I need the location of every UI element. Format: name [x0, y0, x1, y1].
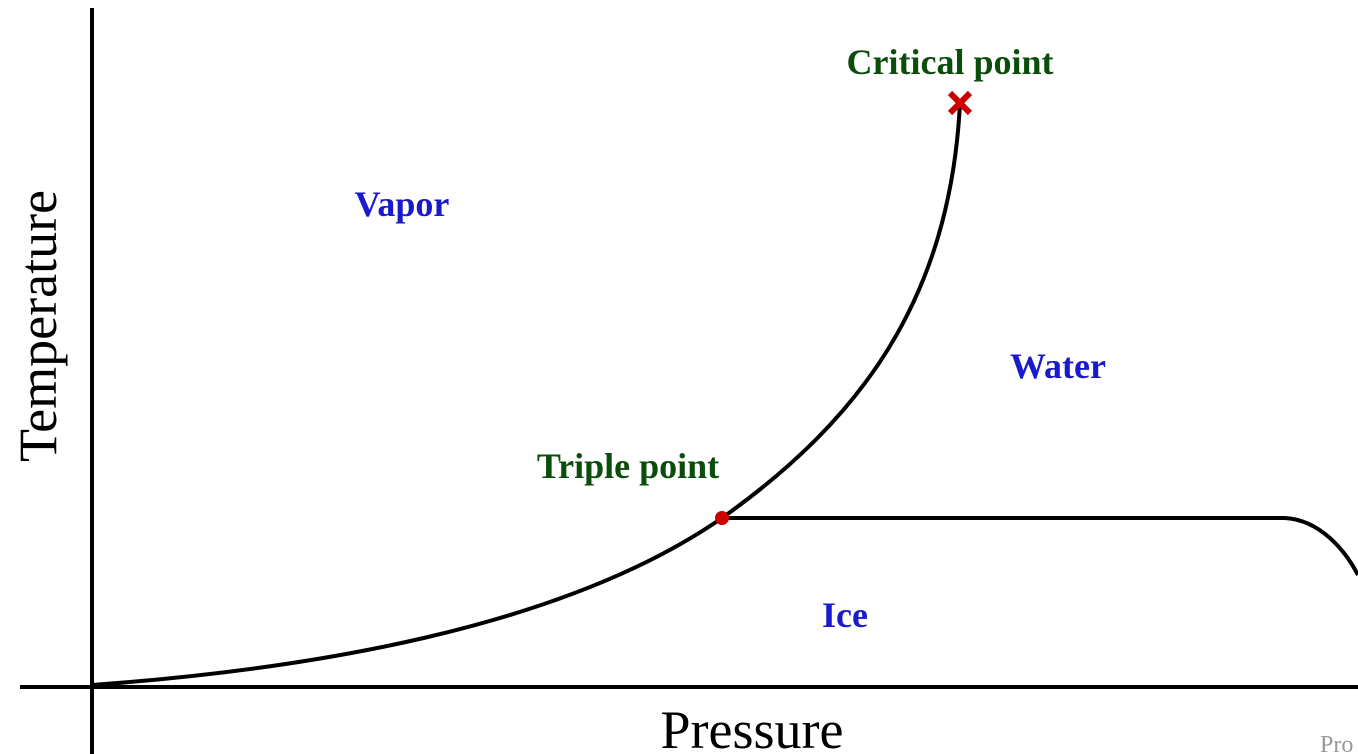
- vapor-label: Vapor: [355, 184, 450, 224]
- critical-point-marker: [947, 90, 973, 116]
- y-axis-label: Temperature: [8, 190, 68, 462]
- water-label: Water: [1010, 346, 1106, 386]
- critical-point-label: Critical point: [847, 42, 1054, 82]
- melting-curve: [722, 516, 1358, 576]
- vaporization-curve: [91, 102, 962, 687]
- footer-text: Pro: [1320, 732, 1353, 754]
- triple-point-label: Triple point: [537, 446, 719, 486]
- triple-point-marker: [715, 511, 729, 525]
- ice-label: Ice: [822, 595, 868, 635]
- x-axis-label: Pressure: [661, 700, 844, 754]
